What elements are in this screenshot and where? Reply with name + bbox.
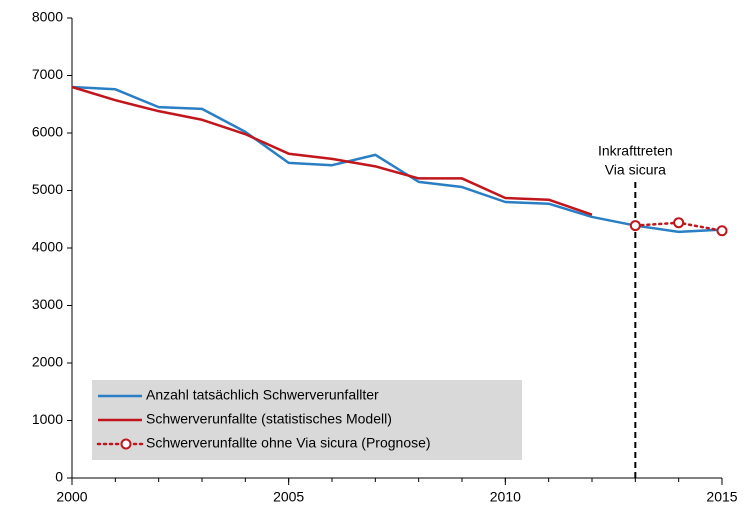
- x-tick-label: 2005: [273, 489, 304, 505]
- point-marker: [716, 225, 728, 237]
- y-tick-label: 2000: [32, 354, 63, 370]
- series-line: [71, 85, 723, 234]
- y-tick-label: 8000: [32, 9, 63, 25]
- y-tick-label: 1000: [32, 411, 63, 427]
- x-tick-label: 2000: [56, 489, 87, 505]
- y-tick-label: 7000: [32, 66, 63, 82]
- x-tick-label: 2010: [490, 489, 521, 505]
- y-tick-label: 6000: [32, 124, 63, 140]
- legend-label: Schwerverunfallte (statistisches Modell): [146, 411, 392, 427]
- series-line: [71, 85, 593, 216]
- point-marker: [629, 220, 641, 232]
- point-marker: [673, 217, 685, 229]
- legend-label: Anzahl tatsächlich Schwerverunfallter: [146, 387, 379, 403]
- annotation-text: Via sicura: [605, 162, 666, 178]
- y-tick-label: 4000: [32, 239, 63, 255]
- legend-box: [92, 380, 522, 460]
- x-tick-label: 2015: [706, 489, 737, 505]
- legend-marker: [120, 438, 132, 450]
- y-tick-label: 5000: [32, 181, 63, 197]
- y-tick-label: 3000: [32, 296, 63, 312]
- legend-label: Schwerverunfallte ohne Via sicura (Progn…: [146, 435, 431, 451]
- annotation-text: Inkrafttreten: [598, 143, 673, 159]
- y-tick-label: 0: [55, 469, 63, 485]
